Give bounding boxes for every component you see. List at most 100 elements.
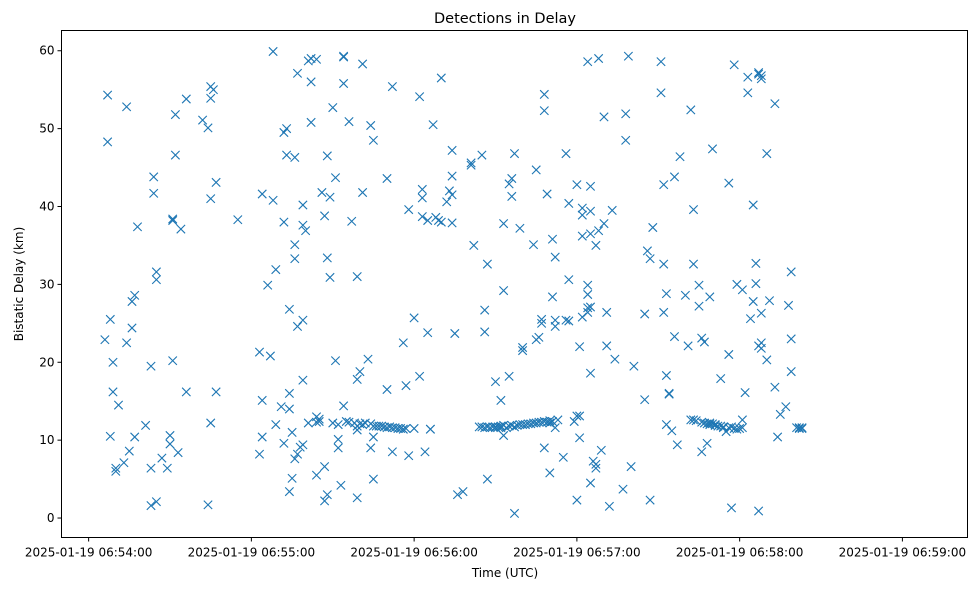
data-point bbox=[621, 135, 631, 145]
data-point bbox=[640, 395, 650, 405]
data-point bbox=[292, 321, 303, 331]
data-point bbox=[694, 280, 704, 290]
data-point bbox=[339, 78, 349, 89]
data-point bbox=[447, 145, 457, 155]
data-point bbox=[466, 158, 476, 168]
data-point bbox=[317, 187, 327, 198]
data-point bbox=[368, 135, 378, 145]
data-point bbox=[735, 423, 745, 434]
data-point bbox=[149, 172, 159, 182]
data-point bbox=[447, 171, 457, 181]
data-point bbox=[298, 375, 308, 385]
data-point bbox=[501, 423, 511, 433]
data-point bbox=[290, 152, 300, 162]
data-point bbox=[170, 150, 180, 160]
data-point bbox=[528, 240, 539, 250]
data-point bbox=[786, 267, 796, 277]
data-point bbox=[108, 357, 118, 367]
data-point bbox=[417, 184, 427, 194]
data-point bbox=[705, 292, 715, 302]
y-tick-label: 10 bbox=[39, 433, 54, 447]
y-tick-label: 50 bbox=[39, 122, 54, 136]
data-point bbox=[271, 265, 281, 275]
data-point bbox=[141, 420, 151, 430]
data-point bbox=[268, 46, 278, 57]
data-point bbox=[127, 323, 137, 333]
data-point bbox=[113, 400, 124, 410]
data-point bbox=[298, 440, 308, 450]
data-point bbox=[290, 454, 300, 464]
data-point bbox=[659, 180, 669, 190]
data-point bbox=[303, 418, 313, 428]
data-point bbox=[401, 423, 411, 434]
data-point bbox=[433, 215, 444, 226]
data-point bbox=[132, 222, 143, 232]
data-point bbox=[561, 315, 571, 325]
data-point bbox=[686, 105, 696, 115]
data-point bbox=[515, 223, 525, 233]
data-point bbox=[786, 367, 796, 377]
data-point bbox=[504, 179, 514, 189]
data-point bbox=[496, 421, 506, 431]
data-point bbox=[518, 342, 528, 353]
data-point bbox=[382, 384, 392, 395]
x-tick-label: 2025-01-19 06:55:00 bbox=[188, 546, 315, 560]
data-point bbox=[656, 88, 666, 98]
data-point bbox=[783, 300, 794, 310]
data-point bbox=[320, 211, 330, 221]
data-point bbox=[168, 215, 178, 226]
data-point bbox=[561, 149, 571, 159]
data-point bbox=[602, 341, 612, 351]
data-point bbox=[583, 289, 593, 300]
x-axis-label: Time (UTC) bbox=[471, 566, 538, 580]
data-point bbox=[764, 296, 775, 306]
data-point bbox=[284, 404, 294, 414]
data-point bbox=[680, 290, 690, 300]
data-point bbox=[368, 432, 378, 442]
data-point bbox=[314, 414, 324, 424]
data-point bbox=[691, 416, 701, 426]
data-point bbox=[290, 240, 300, 250]
data-point bbox=[168, 214, 178, 224]
data-point bbox=[656, 57, 666, 67]
data-point bbox=[352, 374, 362, 384]
data-point bbox=[301, 226, 311, 236]
data-point bbox=[398, 338, 408, 348]
data-point bbox=[504, 371, 514, 381]
data-point bbox=[509, 422, 520, 432]
data-point bbox=[415, 92, 425, 102]
data-point bbox=[415, 371, 425, 381]
data-point bbox=[509, 508, 520, 518]
data-point bbox=[610, 354, 620, 364]
data-point bbox=[344, 117, 354, 127]
data-point bbox=[707, 144, 718, 154]
data-point bbox=[363, 354, 373, 364]
data-point bbox=[306, 117, 316, 127]
data-point bbox=[748, 200, 758, 210]
data-point bbox=[697, 417, 707, 427]
data-point bbox=[122, 338, 132, 348]
data-point bbox=[553, 415, 563, 425]
data-point bbox=[146, 361, 156, 371]
data-point bbox=[545, 416, 555, 426]
data-point bbox=[480, 305, 490, 315]
data-point bbox=[697, 333, 707, 343]
data-point bbox=[564, 275, 574, 285]
data-point bbox=[257, 432, 267, 442]
data-point bbox=[572, 411, 582, 421]
data-point bbox=[122, 102, 132, 112]
data-point bbox=[409, 423, 419, 434]
data-point bbox=[591, 240, 601, 250]
data-point bbox=[604, 501, 614, 511]
data-point bbox=[607, 205, 617, 215]
data-point bbox=[444, 186, 454, 196]
data-point bbox=[263, 280, 273, 290]
data-point bbox=[499, 286, 509, 296]
data-point bbox=[203, 123, 213, 133]
data-point bbox=[170, 110, 180, 120]
data-point bbox=[596, 445, 606, 455]
y-axis: 0 10 20 30 40 50 60 bbox=[39, 44, 62, 525]
data-point bbox=[585, 206, 596, 216]
data-point bbox=[382, 173, 392, 184]
data-point bbox=[352, 272, 362, 282]
